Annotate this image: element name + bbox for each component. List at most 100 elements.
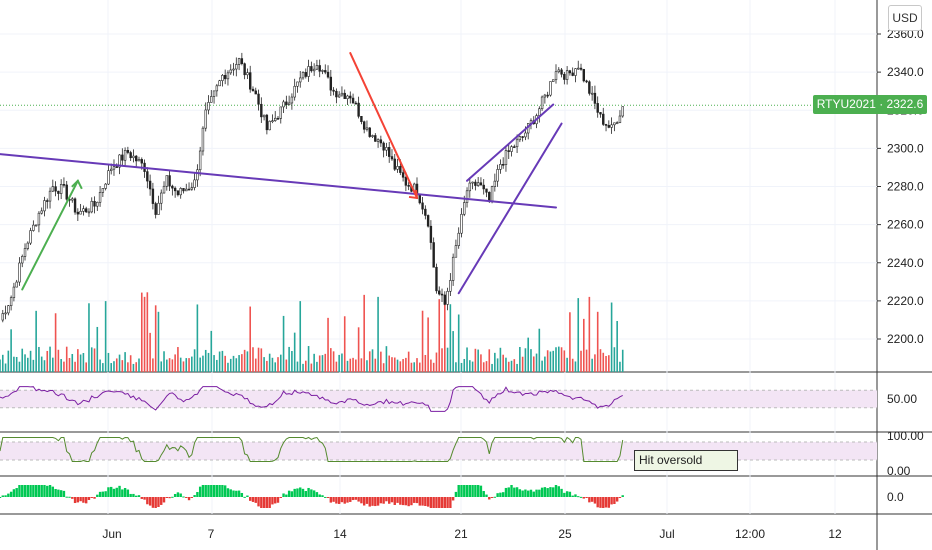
candle-body	[615, 122, 619, 124]
volume-bar	[268, 353, 271, 372]
candle-body	[15, 281, 18, 288]
volume-bar	[546, 350, 549, 372]
volume-bar	[146, 292, 149, 372]
volume-bar	[374, 358, 377, 372]
volume-bar	[115, 358, 118, 372]
candle-body	[451, 256, 455, 281]
hist-bar	[304, 490, 307, 497]
volume-bar	[210, 330, 213, 372]
hist-bar	[340, 497, 344, 503]
stoch-line	[0, 436, 624, 462]
hist-bar	[9, 491, 13, 497]
hist-bar	[518, 489, 522, 497]
volume-bar	[366, 360, 368, 372]
hist-bar	[577, 496, 580, 498]
hist-bar	[574, 494, 577, 497]
time-tick-label: 12:00	[735, 527, 765, 541]
hist-bar	[371, 497, 374, 506]
candle-body	[490, 186, 494, 202]
candle-body	[157, 202, 160, 215]
candle-body	[271, 120, 274, 122]
volume-bar	[185, 358, 188, 372]
volume-bar	[343, 316, 346, 372]
hist-bar	[488, 497, 491, 500]
hist-bar	[527, 490, 530, 497]
hist-bar	[173, 493, 177, 497]
volume-bar	[121, 360, 124, 372]
currency-button[interactable]: USD	[888, 5, 922, 31]
volume-bar	[191, 356, 193, 372]
candle-body	[62, 184, 66, 186]
hist-bar	[71, 497, 74, 499]
candle-body	[215, 85, 219, 92]
candle-body	[457, 232, 460, 246]
volume-bar	[399, 361, 402, 372]
volume-bar	[102, 363, 104, 372]
volume-bar	[341, 353, 343, 372]
hist-bar	[276, 497, 280, 503]
candle-body	[9, 297, 13, 307]
candle-body	[565, 70, 569, 80]
candle-body	[198, 150, 202, 171]
volume-bar	[583, 318, 585, 372]
candle-body	[563, 73, 566, 80]
volume-bar	[296, 361, 299, 372]
candle-body	[590, 92, 594, 95]
volume-bar	[580, 350, 582, 372]
volume-bar	[613, 347, 616, 372]
hist-bar	[279, 497, 282, 498]
hist-bar	[65, 496, 68, 498]
volume-bar	[282, 315, 285, 372]
candle-body	[37, 212, 41, 226]
hist-bar	[198, 486, 202, 497]
volume-bar	[444, 298, 446, 372]
hist-bar	[346, 497, 349, 503]
hist-bar	[265, 497, 269, 508]
volume-bar	[99, 359, 101, 372]
candle-body	[240, 58, 244, 64]
volume-bar	[77, 349, 79, 372]
candle-body	[549, 81, 552, 96]
hist-bar	[390, 497, 394, 503]
candle-body	[432, 242, 435, 268]
hist-bar	[15, 488, 18, 497]
volume-bar	[385, 346, 388, 372]
volume-bar	[424, 354, 427, 372]
candle-body	[57, 190, 60, 194]
candle-body	[463, 202, 466, 215]
hist-bar	[132, 493, 135, 497]
candle-body	[301, 72, 305, 79]
candle-body	[154, 203, 157, 215]
candle-body	[79, 211, 82, 215]
hist-bar	[560, 488, 563, 497]
hist-bar	[552, 487, 555, 497]
candle-body	[285, 101, 288, 105]
candle-body	[293, 85, 296, 98]
hist-bar	[137, 495, 141, 497]
candle-body	[382, 142, 385, 151]
candle-body	[390, 156, 394, 160]
candle-body	[552, 79, 555, 82]
candle-body	[82, 208, 85, 212]
hist-bar	[285, 494, 288, 497]
candle-body	[76, 211, 80, 215]
volume-bar	[321, 355, 324, 372]
candle-body	[32, 224, 35, 231]
candle-body	[438, 290, 441, 295]
volume-bar	[519, 346, 521, 372]
candle-body	[407, 185, 410, 187]
volume-bar	[455, 362, 457, 372]
hist-bar	[476, 485, 480, 497]
candle-body	[424, 208, 427, 216]
hist-bar	[507, 487, 510, 497]
volume-bar	[0, 359, 1, 372]
hist-bar	[618, 497, 622, 498]
volume-bar	[293, 332, 296, 372]
volume-bar	[610, 302, 613, 372]
hist-bar	[107, 487, 110, 497]
price-tick-label: 2200.0	[887, 332, 924, 346]
hist-bar	[599, 497, 602, 508]
volume-bar	[496, 358, 499, 372]
price-tick-label: 2300.0	[887, 141, 924, 155]
